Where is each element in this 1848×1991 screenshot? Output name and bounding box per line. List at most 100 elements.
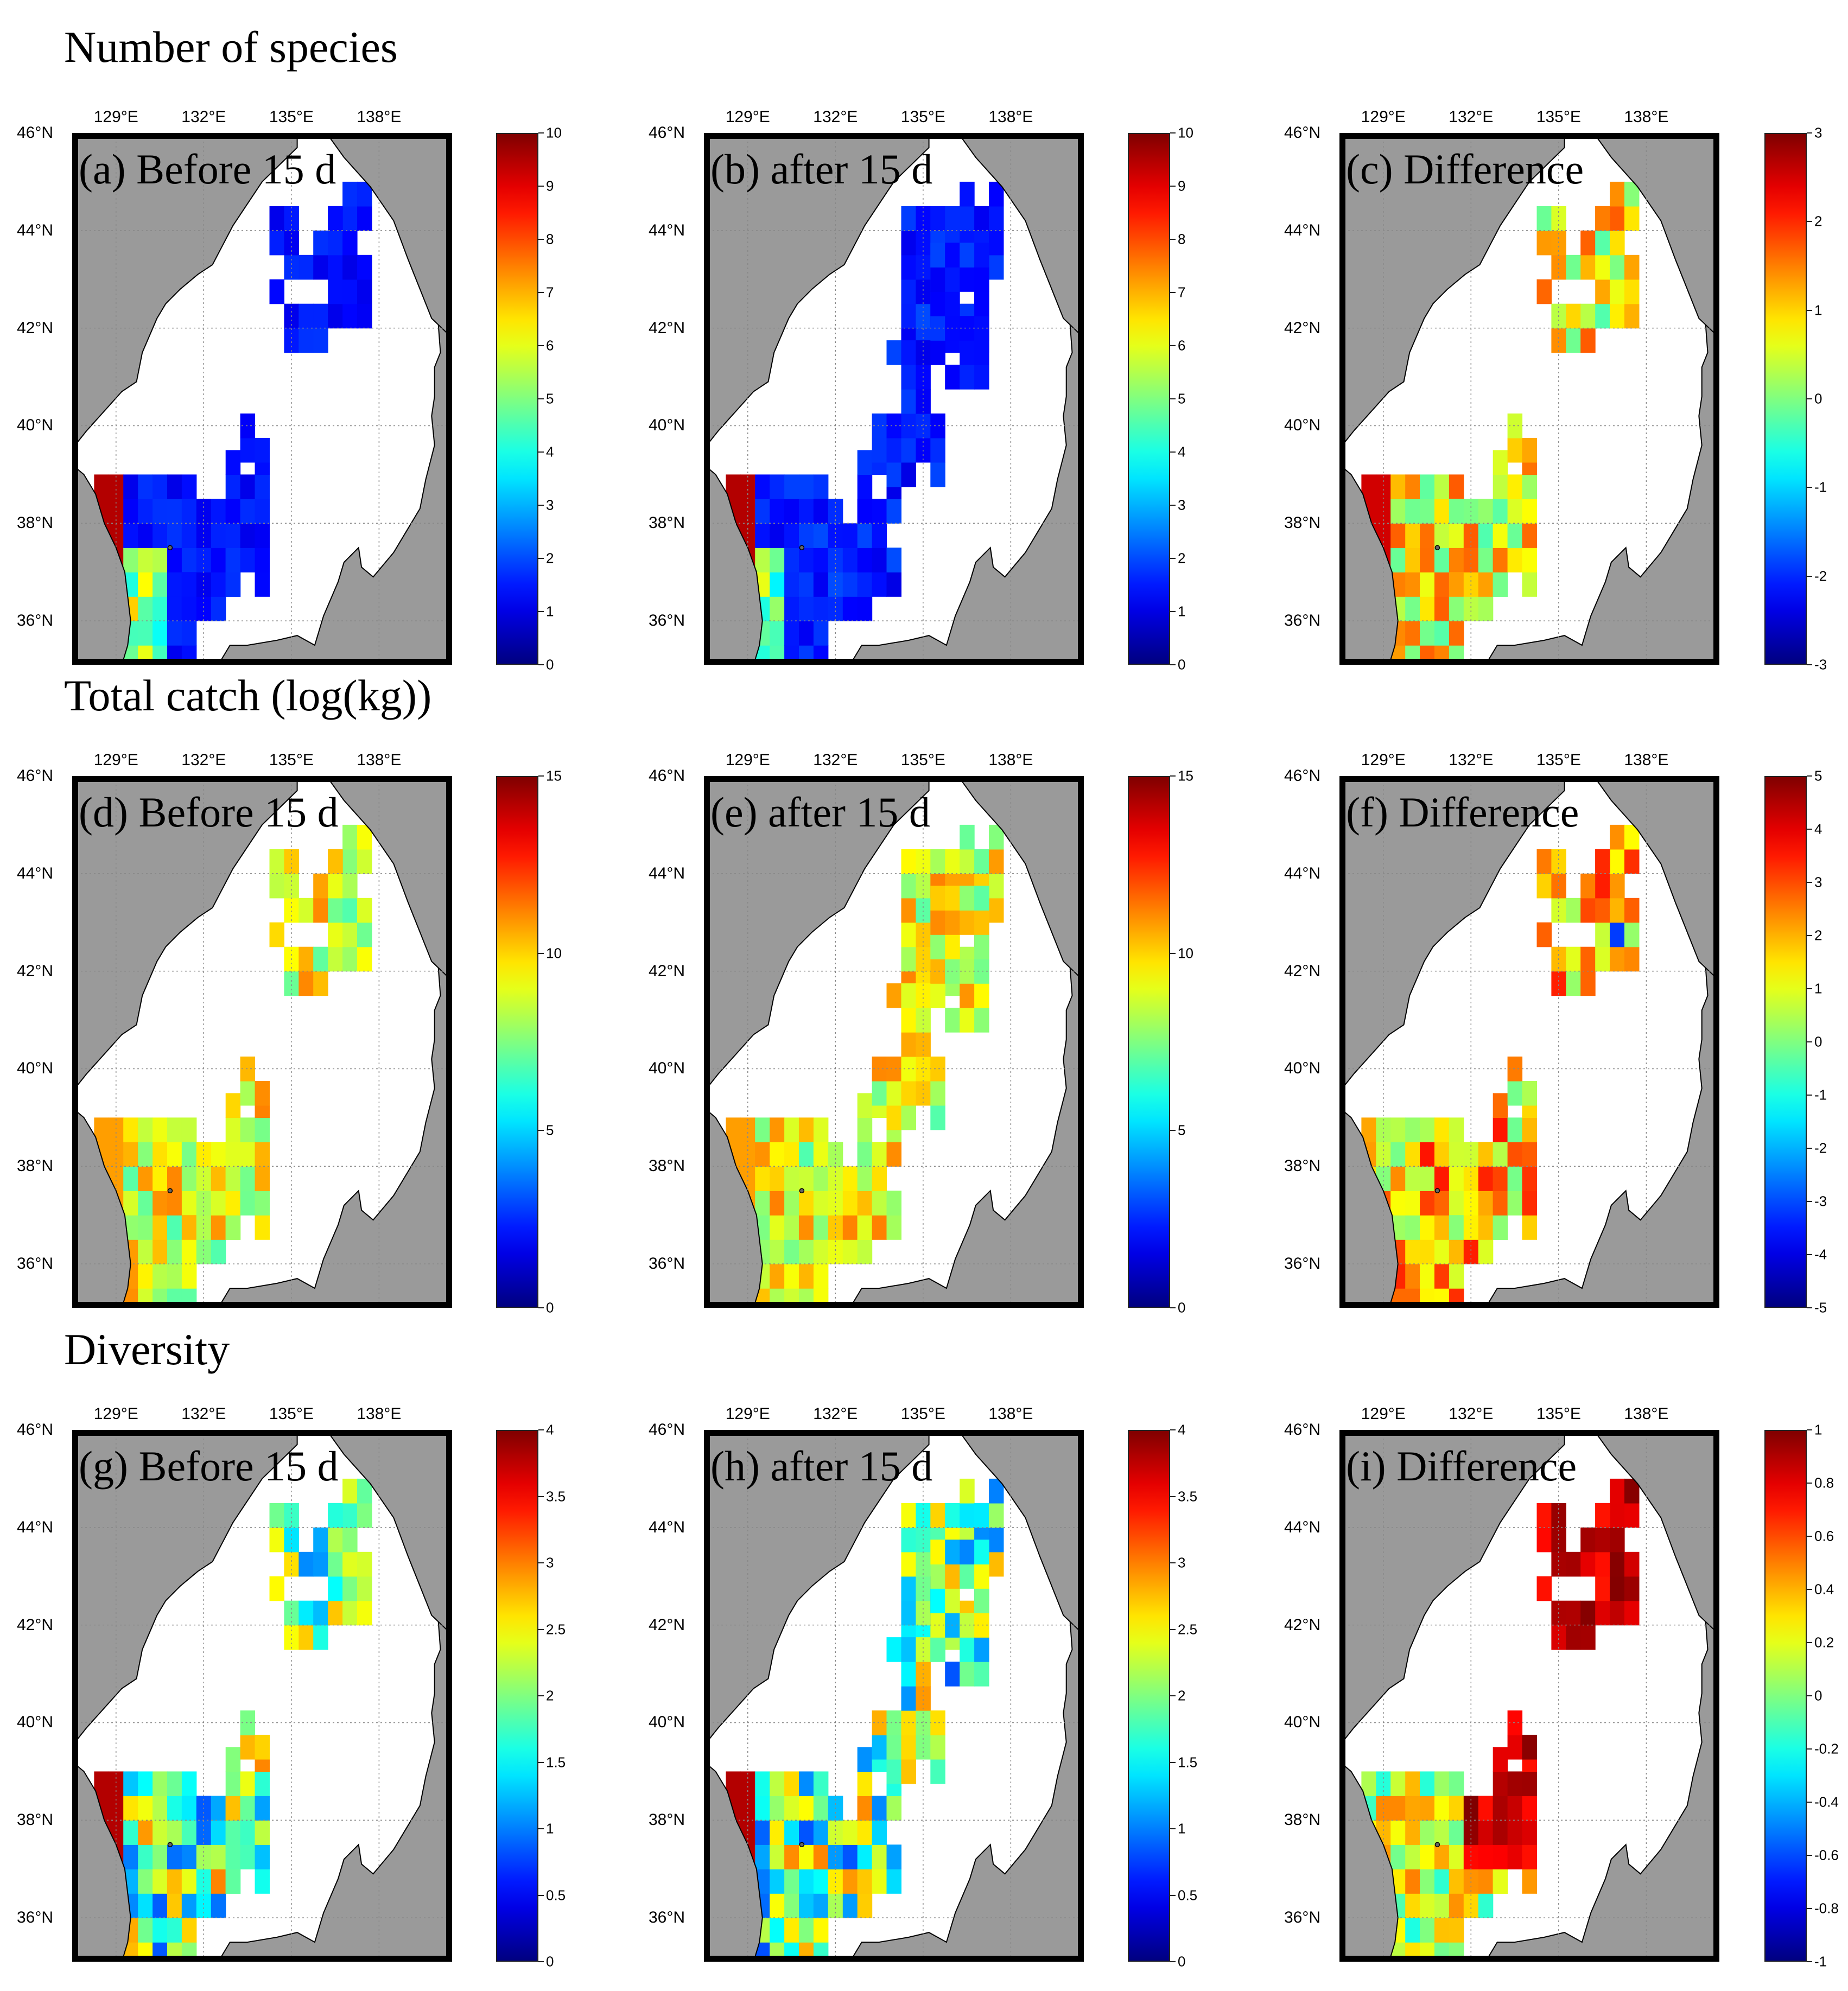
heatmap-cell (813, 645, 829, 665)
heatmap-cell (1390, 1166, 1406, 1191)
heatmap-cell (945, 365, 960, 390)
heatmap-cell (167, 1869, 182, 1894)
x-tick-label: 135°E (269, 1405, 314, 1423)
land-sakhalin (326, 133, 452, 339)
heatmap-cell (974, 291, 989, 316)
heatmap-cell (828, 596, 843, 621)
colorbar-tick-mark (1170, 1307, 1176, 1308)
heatmap-cell (342, 206, 358, 231)
heatmap-cell (269, 1527, 284, 1553)
heatmap-cell (945, 910, 960, 935)
heatmap-cell (799, 1117, 814, 1142)
heatmap-cell (328, 255, 343, 280)
heatmap-cell (167, 596, 182, 621)
heatmap-cell (1449, 1942, 1464, 1962)
heatmap-cell (930, 1564, 945, 1589)
heatmap-cell (328, 303, 343, 329)
x-tick-label: 132°E (1449, 1405, 1494, 1423)
heatmap-cell (225, 1215, 241, 1240)
heatmap-cell (1566, 303, 1581, 329)
heatmap-cell (974, 849, 989, 874)
heatmap-cell (916, 340, 931, 365)
map-frame (704, 133, 1084, 665)
heatmap-cell (1493, 474, 1508, 499)
colorbar-tick-label: 5 (1178, 1122, 1186, 1138)
heatmap-cell (1463, 1166, 1479, 1191)
x-tick-label: 132°E (181, 108, 226, 126)
heatmap-cell (930, 206, 945, 231)
heatmap-cell (255, 1117, 270, 1142)
heatmap-cell (1449, 1142, 1464, 1167)
heatmap-cell (916, 255, 931, 280)
heatmap-cell (138, 621, 153, 646)
heatmap-cell (770, 572, 785, 597)
heatmap-cell (755, 523, 770, 548)
y-tick-label: 36°N (1284, 612, 1321, 630)
heatmap-cell (726, 1771, 741, 1796)
heatmap-cell (1551, 1503, 1566, 1528)
y-tick-label: 46°N (649, 1421, 685, 1439)
colorbar-tick-label: 10 (546, 124, 562, 141)
y-tick-label: 40°N (1284, 1059, 1321, 1078)
island-marker (809, 1302, 815, 1308)
heatmap-cell (1493, 1215, 1508, 1240)
colorbar-tick-label: 0.6 (1814, 1528, 1834, 1544)
heatmap-cell (299, 1625, 314, 1650)
heatmap-cell (167, 1191, 182, 1216)
heatmap-cell (872, 1796, 887, 1821)
heatmap-cell (1536, 230, 1552, 256)
map-frame (72, 776, 452, 1308)
heatmap-cell (930, 886, 945, 911)
heatmap-cell (255, 499, 270, 524)
heatmap-cell (930, 1759, 945, 1784)
panel-label: (b) after 15 d (710, 145, 933, 193)
heatmap-cell (916, 279, 931, 304)
heatmap-cell (167, 523, 182, 548)
heatmap-cell (886, 1215, 901, 1240)
heatmap-cell (901, 1600, 916, 1626)
heatmap-cell (1463, 1239, 1479, 1264)
x-tick-label: 132°E (813, 751, 858, 769)
heatmap-cell (960, 1564, 975, 1589)
colorbar-tick-label: 4 (1178, 443, 1186, 460)
heatmap-cell (1493, 1117, 1508, 1142)
heatmap-cell (284, 1503, 299, 1528)
heatmap-cell (784, 548, 799, 573)
heatmap-cell (1463, 1893, 1479, 1918)
island-marker (1434, 1842, 1440, 1847)
heatmap-cell (886, 1759, 901, 1784)
heatmap-cell (901, 849, 916, 874)
colorbar (1128, 776, 1170, 1308)
map-frame (1339, 133, 1719, 665)
heatmap-cell (1610, 1527, 1625, 1553)
colorbar-tick-label: 3 (546, 1554, 554, 1571)
heatmap-cell (930, 849, 945, 874)
heatmap-cell (1522, 1191, 1537, 1216)
heatmap-cell (225, 1142, 241, 1167)
heatmap-cell (784, 523, 799, 548)
x-tick-label: 129°E (93, 1405, 138, 1423)
heatmap-cell (974, 1503, 989, 1528)
heatmap-cell (1420, 1918, 1435, 1943)
heatmap-cell (196, 1166, 212, 1191)
colorbar-tick-mark (1807, 1642, 1812, 1643)
heatmap-cell (1536, 1503, 1552, 1528)
heatmap-cell (813, 1918, 829, 1943)
colorbar-tick-mark (1807, 1254, 1812, 1255)
land-korea (1339, 464, 1399, 665)
heatmap-cell (930, 1080, 945, 1106)
heatmap-cell (1580, 303, 1596, 329)
heatmap-cell (901, 1759, 916, 1784)
colorbar-tick-label: 15 (546, 767, 562, 784)
heatmap-cell (842, 1166, 858, 1191)
x-tick-label: 129°E (1361, 108, 1406, 126)
heatmap-cell (342, 922, 358, 947)
heatmap-cell (784, 1942, 799, 1962)
y-tick-label: 44°N (1284, 864, 1321, 882)
heatmap-cell (857, 1796, 873, 1821)
heatmap-cell (770, 1844, 785, 1869)
panel-label: (a) Before 15 d (79, 145, 336, 193)
colorbar-tick-mark (1807, 1802, 1812, 1803)
heatmap-cell (886, 1734, 901, 1760)
heatmap-cell (901, 206, 916, 231)
